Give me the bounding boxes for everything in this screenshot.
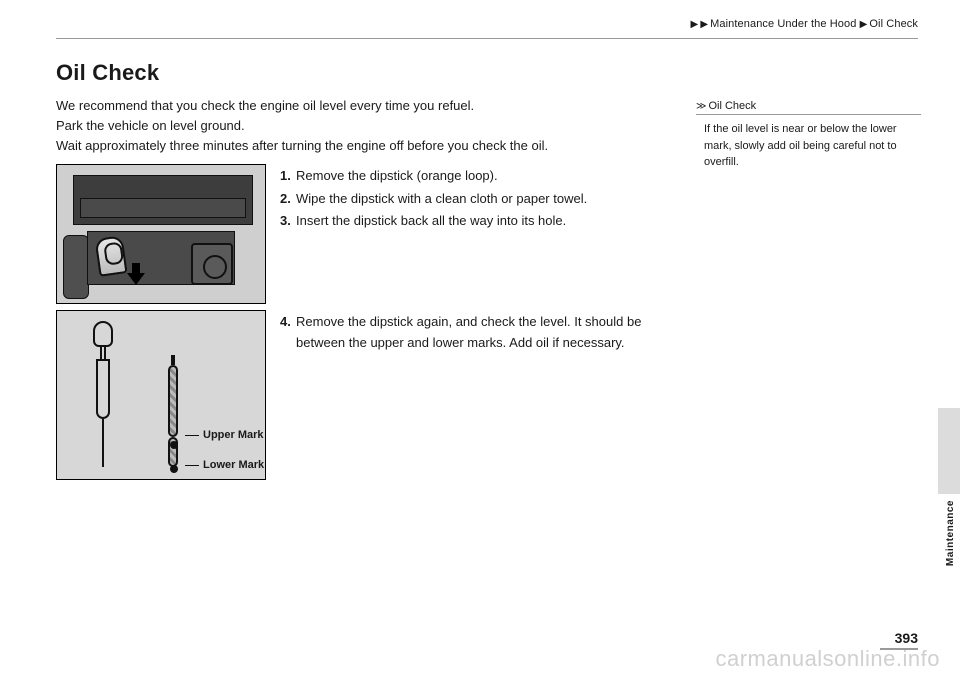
step-number: 1. [280, 166, 296, 186]
figure-engine-bay [56, 164, 266, 304]
step-text: Remove the dipstick (orange loop). [296, 166, 676, 186]
dipstick-full-illustration [93, 321, 113, 467]
breadcrumb: ▶▶Maintenance Under the Hood ▶Oil Check [691, 18, 918, 30]
intro-line: Wait approximately three minutes after t… [56, 136, 676, 156]
step-text: Remove the dipstick again, and check the… [296, 312, 676, 352]
intro-text: We recommend that you check the engine o… [56, 96, 676, 156]
intro-line: Park the vehicle on level ground. [56, 116, 676, 136]
breadcrumb-seg2: Oil Check [869, 18, 918, 30]
step-item: 2. Wipe the dipstick with a clean cloth … [280, 189, 676, 209]
figure-dipstick: Upper Mark Lower Mark [56, 310, 266, 480]
arrow-down-icon [127, 263, 145, 287]
engine-block-illustration [73, 175, 253, 225]
breadcrumb-arrow-icon: ▶ [860, 19, 868, 30]
page-title: Oil Check [56, 60, 676, 86]
breadcrumb-arrow-icon: ▶ [700, 19, 708, 30]
step-number: 2. [280, 189, 296, 209]
lower-mark-text: Lower Mark [203, 459, 264, 471]
step-number: 4. [280, 312, 296, 352]
dipstick-zoom-illustration [165, 355, 178, 467]
lower-mark-label: Lower Mark [185, 459, 264, 471]
step-item: 4. Remove the dipstick again, and check … [280, 312, 676, 352]
manual-page: ▶▶Maintenance Under the Hood ▶Oil Check … [0, 0, 960, 678]
pipe-illustration [63, 235, 89, 299]
step-text: Wipe the dipstick with a clean cloth or … [296, 189, 676, 209]
step-number: 3. [280, 211, 296, 231]
section-thumb-tab [938, 408, 960, 494]
breadcrumb-arrow-icon: ▶ [691, 19, 699, 30]
breadcrumb-seg1: Maintenance Under the Hood [710, 18, 856, 30]
main-content: Oil Check We recommend that you check th… [56, 60, 676, 480]
header-rule [56, 38, 918, 39]
figure-row-1: 1. Remove the dipstick (orange loop). 2.… [56, 164, 676, 304]
sidebar-note: ≫Oil Check If the oil level is near or b… [696, 100, 921, 171]
section-thumb-label: Maintenance [945, 500, 956, 566]
sidebar-heading-text: Oil Check [708, 100, 756, 112]
sidebar-rule [696, 114, 921, 115]
step-item: 3. Insert the dipstick back all the way … [280, 211, 676, 231]
note-icon: ≫ [696, 101, 706, 112]
figure-row-2: Upper Mark Lower Mark 4. Remove the dips… [56, 310, 676, 480]
steps-group-a: 1. Remove the dipstick (orange loop). 2.… [280, 164, 676, 304]
page-number: 393 [895, 630, 918, 646]
sidebar-heading: ≫Oil Check [696, 100, 921, 114]
upper-mark-text: Upper Mark [203, 429, 264, 441]
sidebar-body: If the oil level is near or below the lo… [696, 121, 921, 171]
steps-group-b: 4. Remove the dipstick again, and check … [280, 310, 676, 480]
step-text: Insert the dipstick back all the way int… [296, 211, 676, 231]
step-item: 1. Remove the dipstick (orange loop). [280, 166, 676, 186]
oil-cap-icon [191, 243, 233, 285]
watermark-text: carmanualsonline.info [715, 646, 940, 672]
upper-mark-label: Upper Mark [185, 429, 264, 441]
intro-line: We recommend that you check the engine o… [56, 96, 676, 116]
